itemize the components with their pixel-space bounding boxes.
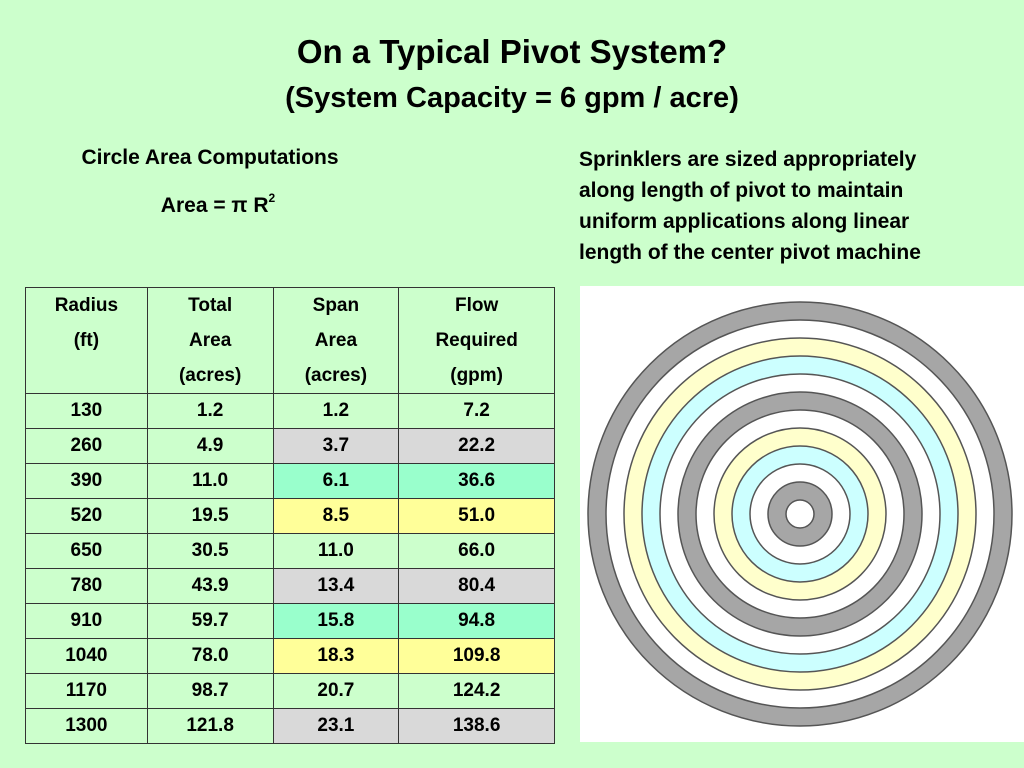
table-row: 1170 98.7 20.7 124.2 [25, 673, 555, 709]
cell-flow: 124.2 [398, 673, 555, 709]
table-header-row: Radius (ft) Total Area (acres) Span Area… [25, 287, 555, 394]
cell-flow: 66.0 [398, 533, 555, 569]
cell-span: 8.5 [272, 498, 400, 534]
cell-flow: 36.6 [398, 463, 555, 499]
cell-radius: 260 [25, 428, 148, 464]
table-row: 780 43.9 13.4 80.4 [25, 568, 555, 604]
slide-title: On a Typical Pivot System? [296, 33, 728, 70]
cell-radius: 1040 [25, 638, 148, 674]
table-row: 130 1.2 1.2 7.2 [25, 393, 555, 429]
cell-total: 4.9 [146, 428, 274, 464]
cell-span: 11.0 [272, 533, 400, 569]
cell-radius: 1170 [25, 673, 148, 709]
circle-area-table: Radius (ft) Total Area (acres) Span Area… [25, 287, 555, 744]
cell-span: 1.2 [272, 393, 400, 429]
header-total-area: Total Area (acres) [146, 287, 274, 394]
cell-radius: 390 [25, 463, 148, 499]
cell-total: 11.0 [146, 463, 274, 499]
pivot-rings-diagram [580, 286, 1024, 742]
notes-line: along length of pivot to maintain [579, 179, 904, 202]
header-line: (ft) [73, 330, 100, 351]
notes-line: uniform applications along linear [579, 210, 910, 233]
table-row: 390 11.0 6.1 36.6 [25, 463, 555, 499]
cell-span: 15.8 [272, 603, 400, 639]
cell-radius: 130 [25, 393, 148, 429]
cell-span: 23.1 [272, 708, 400, 744]
cell-radius: 780 [25, 568, 148, 604]
cell-radius: 650 [25, 533, 148, 569]
ring-white [785, 499, 815, 529]
cell-flow: 138.6 [398, 708, 555, 744]
notes-line: Sprinklers are sized appropriately [579, 148, 917, 171]
cell-span: 18.3 [272, 638, 400, 674]
header-radius: Radius (ft) [25, 287, 148, 394]
cell-total: 121.8 [146, 708, 274, 744]
table-row: 520 19.5 8.5 51.0 [25, 498, 555, 534]
cell-flow: 80.4 [398, 568, 555, 604]
formula-exponent: 2 [268, 191, 276, 205]
cell-total: 59.7 [146, 603, 274, 639]
cell-radius: 520 [25, 498, 148, 534]
cell-total: 98.7 [146, 673, 274, 709]
header-line: Span [312, 295, 360, 316]
cell-flow: 7.2 [398, 393, 555, 429]
cell-total: 78.0 [146, 638, 274, 674]
cell-flow: 109.8 [398, 638, 555, 674]
header-flow-required: Flow Required (gpm) [398, 287, 555, 394]
area-formula: Area = π R2 [40, 186, 396, 220]
cell-total: 30.5 [146, 533, 274, 569]
cell-total: 1.2 [146, 393, 274, 429]
table-row: 260 4.9 3.7 22.2 [25, 428, 555, 464]
cell-radius: 910 [25, 603, 148, 639]
header-line: Required [435, 330, 518, 351]
header-span-area: Span Area (acres) [272, 287, 400, 394]
concentric-rings [587, 301, 1013, 727]
cell-total: 43.9 [146, 568, 274, 604]
header-line: Radius [54, 295, 119, 316]
table-row: 910 59.7 15.8 94.8 [25, 603, 555, 639]
cell-span: 3.7 [272, 428, 400, 464]
header-line: (gpm) [450, 365, 504, 386]
cell-total: 19.5 [146, 498, 274, 534]
header-line: Flow [454, 295, 499, 316]
cell-flow: 51.0 [398, 498, 555, 534]
cell-radius: 1300 [25, 708, 148, 744]
table-row: 650 30.5 11.0 66.0 [25, 533, 555, 569]
cell-flow: 22.2 [398, 428, 555, 464]
cell-span: 13.4 [272, 568, 400, 604]
cell-flow: 94.8 [398, 603, 555, 639]
header-line: (acres) [304, 365, 368, 386]
header-line: Total [188, 295, 233, 316]
formula-text: Area = π R [160, 194, 269, 217]
cell-span: 6.1 [272, 463, 400, 499]
table-row: 1300 121.8 23.1 138.6 [25, 708, 555, 744]
circle-area-heading: Circle Area Computations [81, 146, 339, 169]
header-line: Area [189, 330, 232, 351]
header-line: Area [314, 330, 358, 351]
notes-line: length of the center pivot machine [579, 241, 921, 264]
table-row: 1040 78.0 18.3 109.8 [25, 638, 555, 674]
header-line: (acres) [178, 365, 242, 386]
cell-span: 20.7 [272, 673, 400, 709]
slide-subtitle: (System Capacity = 6 gpm / acre) [285, 82, 739, 114]
sprinkler-notes: Sprinklers are sized appropriately along… [579, 144, 1019, 268]
